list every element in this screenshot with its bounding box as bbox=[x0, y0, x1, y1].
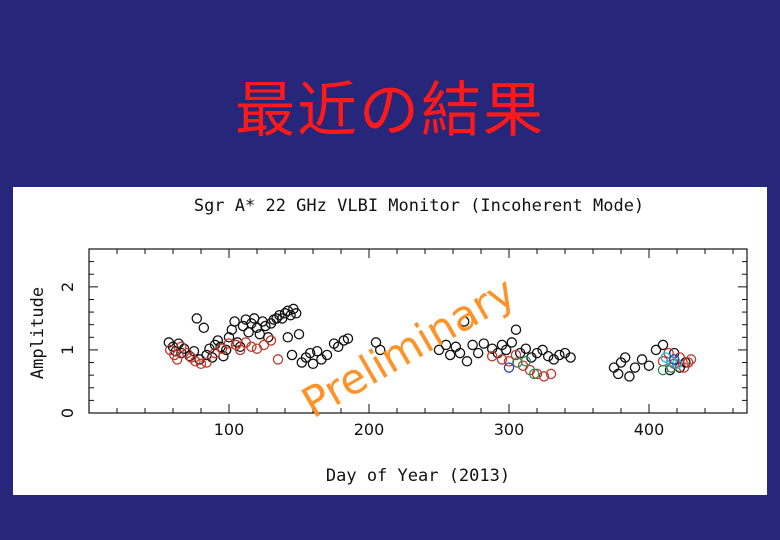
data-point-black bbox=[454, 347, 466, 359]
data-point-red bbox=[503, 356, 515, 367]
scatter-chart: Sgr A* 22 GHz VLBI Monitor (Incoherent M… bbox=[28, 196, 748, 486]
data-point-black bbox=[279, 308, 291, 319]
data-point-red bbox=[216, 343, 228, 354]
data-point-black bbox=[311, 345, 323, 357]
data-point-red bbox=[685, 354, 697, 365]
data-point-black bbox=[260, 320, 271, 332]
data-point-black bbox=[643, 360, 655, 371]
data-point-black bbox=[188, 345, 200, 357]
data-point-black bbox=[500, 344, 512, 356]
y-tick-label: 2 bbox=[58, 282, 77, 292]
y-tick-label: 1 bbox=[58, 345, 77, 355]
data-point-black bbox=[433, 344, 445, 356]
data-point-black bbox=[444, 349, 456, 361]
data-point-black bbox=[478, 338, 490, 349]
x-axis-label: Day of Year (2013) bbox=[326, 466, 510, 486]
data-point-black bbox=[657, 339, 669, 351]
data-point-cyan bbox=[666, 356, 677, 367]
data-point-black bbox=[342, 333, 354, 344]
data-point-red bbox=[674, 352, 686, 363]
data-point-black bbox=[223, 332, 235, 343]
y-tick-label: 0 bbox=[58, 408, 77, 418]
x-tick-label: 100 bbox=[214, 420, 245, 439]
data-point-red bbox=[223, 338, 235, 349]
data-point-red bbox=[545, 368, 557, 380]
data-point-black bbox=[282, 332, 294, 343]
data-point-red bbox=[234, 344, 246, 356]
data-point-red bbox=[486, 350, 498, 362]
x-tick-label: 400 bbox=[634, 420, 665, 439]
data-point-black bbox=[290, 308, 302, 319]
data-point-black bbox=[650, 344, 662, 356]
y-axis-label: Amplitude bbox=[28, 287, 48, 379]
data-point-red bbox=[246, 341, 257, 353]
data-point-black bbox=[198, 322, 210, 334]
data-point-black bbox=[624, 371, 635, 382]
data-point-green bbox=[512, 357, 523, 368]
data-point-red bbox=[251, 343, 263, 354]
data-point-red bbox=[510, 349, 522, 361]
data-point-black bbox=[212, 335, 224, 346]
data-point-red bbox=[538, 371, 550, 382]
data-point-red bbox=[682, 357, 694, 368]
data-point-red bbox=[176, 341, 187, 353]
axis-ticks: 100 200 300 400 0 1 2 bbox=[58, 249, 747, 439]
data-point-black bbox=[307, 358, 319, 370]
slide-title: 最近の結果 bbox=[235, 76, 545, 146]
data-point-black bbox=[274, 309, 285, 321]
data-point-red bbox=[201, 357, 212, 368]
x-tick-label: 200 bbox=[354, 420, 385, 439]
data-point-black bbox=[321, 349, 333, 361]
data-point-black bbox=[304, 347, 316, 359]
data-point-black bbox=[243, 327, 254, 338]
data-point-black bbox=[240, 314, 252, 325]
data-point-black bbox=[458, 316, 470, 327]
data-point-black bbox=[285, 309, 296, 321]
data-point-red bbox=[531, 368, 543, 380]
data-point-black bbox=[467, 339, 478, 351]
data-point-black bbox=[220, 344, 232, 356]
data-point-black bbox=[461, 356, 473, 367]
data-point-red bbox=[195, 358, 207, 370]
data-point-black bbox=[286, 349, 298, 361]
data-point-black bbox=[440, 339, 452, 351]
chart-title: Sgr A* 22 GHz VLBI Monitor (Incoherent M… bbox=[194, 196, 644, 216]
data-point-red bbox=[496, 354, 508, 365]
data-point-black bbox=[229, 316, 240, 327]
data-point-black bbox=[293, 328, 305, 340]
data-point-black bbox=[537, 344, 548, 356]
data-point-black bbox=[520, 343, 532, 354]
data-point-black bbox=[542, 350, 554, 362]
data-point-black bbox=[629, 362, 641, 373]
data-point-black bbox=[472, 347, 484, 359]
plot-frame bbox=[88, 248, 748, 414]
data-point-black bbox=[565, 352, 576, 363]
data-point-black bbox=[506, 337, 518, 348]
data-point-black bbox=[271, 313, 282, 324]
data-point-black bbox=[531, 347, 543, 359]
data-point-black bbox=[510, 324, 522, 335]
preliminary-watermark: Preliminary bbox=[294, 267, 524, 428]
data-point-black bbox=[554, 349, 565, 361]
data-point-green bbox=[520, 356, 532, 367]
data-point-green bbox=[528, 368, 540, 380]
chart-panel: Sgr A* 22 GHz VLBI Monitor (Incoherent M… bbox=[13, 187, 767, 495]
data-point-red bbox=[272, 354, 284, 365]
data-point-black bbox=[636, 354, 648, 365]
data-point-blue bbox=[503, 362, 515, 373]
data-point-black bbox=[191, 313, 203, 324]
data-points bbox=[163, 303, 697, 382]
data-point-black bbox=[612, 368, 624, 380]
data-point-red bbox=[171, 354, 183, 365]
data-point-black bbox=[619, 352, 631, 363]
data-point-blue bbox=[668, 354, 680, 365]
data-point-black bbox=[374, 344, 386, 356]
data-point-red bbox=[190, 356, 201, 367]
data-point-red bbox=[265, 335, 277, 346]
data-point-black bbox=[332, 341, 344, 353]
x-tick-label: 300 bbox=[494, 420, 525, 439]
